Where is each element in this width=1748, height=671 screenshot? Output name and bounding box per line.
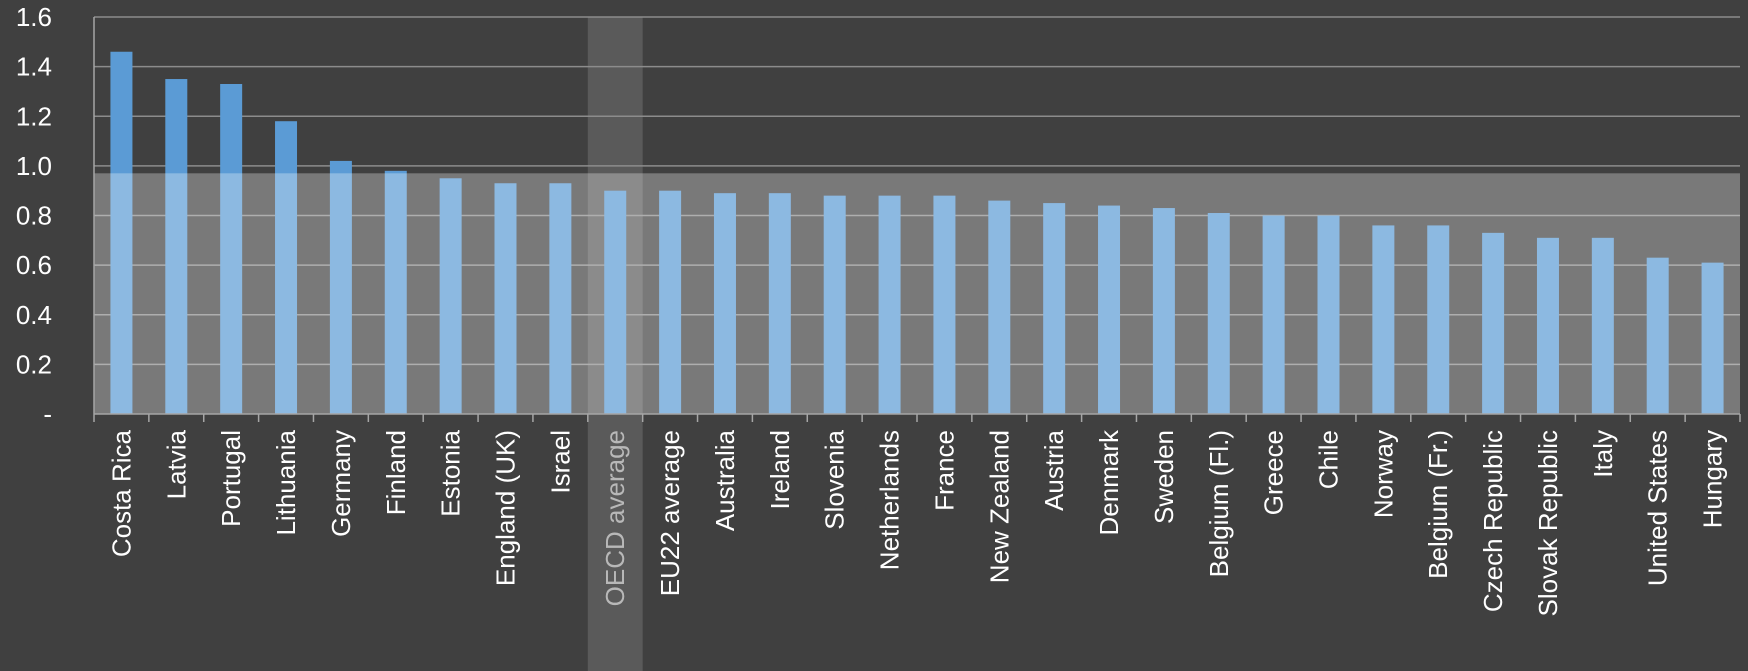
category-labels: Costa Rica Latvia Portugal Lithuania Germany…: [106, 429, 1727, 616]
category-label: England (UK): [491, 430, 521, 586]
category-label: Greece: [1259, 430, 1289, 515]
y-tick-labels: - 0.2 0.4 0.6 0.8 1.0 1.2 1.4 1.6: [16, 2, 52, 429]
bar-australia: [713, 193, 736, 414]
category-label: Austria: [1039, 429, 1069, 510]
category-label: Hungary: [1698, 430, 1728, 528]
category-label: France: [929, 430, 959, 511]
bar-estonia: [439, 178, 462, 414]
y-tick-label: 0.6: [16, 250, 52, 280]
category-label: Sweden: [1149, 430, 1179, 524]
bar-czech-republic: [1482, 232, 1505, 414]
y-tick-label: 0.2: [16, 349, 52, 379]
bar-chile: [1317, 215, 1340, 414]
overlay-band-layer: [94, 173, 1740, 414]
bar-portugal: [220, 83, 243, 415]
category-label: Estonia: [436, 429, 466, 516]
bar-eu22-average: [659, 190, 682, 414]
bar-sweden: [1152, 208, 1175, 414]
y-tick-label: 0.4: [16, 300, 52, 330]
axes: [93, 17, 1741, 422]
bar-slovak-republic: [1536, 237, 1559, 414]
bar-germany: [329, 160, 352, 414]
category-label: Chile: [1314, 430, 1344, 489]
bar-new-zealand: [988, 200, 1011, 414]
bar-denmark: [1098, 205, 1121, 414]
bar-lithuania: [275, 121, 298, 415]
category-label: Israel: [545, 430, 575, 494]
y-tick-label: 0.8: [16, 201, 52, 231]
y-tick-label: 1.2: [16, 101, 52, 131]
y-tick-label: 1.4: [16, 52, 52, 82]
category-label: Australia: [710, 429, 740, 531]
bar-costa-rica: [110, 51, 133, 415]
bar-oecd-average: [604, 190, 627, 414]
bar-italy: [1591, 237, 1614, 414]
bar-ireland: [768, 193, 791, 414]
category-label: Italy: [1588, 430, 1618, 478]
bar-slovenia: [823, 195, 846, 414]
overlay-band: [94, 173, 1740, 414]
bar-israel: [549, 183, 572, 414]
bar-hungary: [1701, 262, 1724, 414]
bar-belgium-fl: [1207, 213, 1230, 414]
gridlines: [94, 16, 1740, 366]
category-label: EU22 average: [655, 430, 685, 596]
category-label: Denmark: [1094, 429, 1124, 535]
category-label: Portugal: [216, 430, 246, 527]
category-label: Netherlands: [875, 430, 905, 570]
bars: [110, 51, 1724, 415]
category-label: Slovenia: [820, 429, 850, 529]
bar-france: [933, 195, 956, 414]
category-label: Costa Rica: [106, 429, 136, 557]
category-label: Czech Republic: [1478, 430, 1508, 612]
bar-united-states: [1646, 257, 1669, 414]
bar-netherlands: [878, 195, 901, 414]
category-label: Norway: [1368, 430, 1398, 518]
y-tick-label: 1.0: [16, 151, 52, 181]
y-tick-label: 1.6: [16, 2, 52, 32]
category-label: Belgium (Fr.): [1423, 430, 1453, 579]
category-label: OECD average: [600, 430, 630, 606]
bar-england-uk: [494, 183, 517, 414]
category-label: Germany: [326, 430, 356, 537]
bar-latvia: [165, 79, 188, 414]
category-label: Slovak Republic: [1533, 430, 1563, 616]
category-label: United States: [1643, 430, 1673, 586]
bar-finland: [384, 170, 407, 414]
bar-austria: [1043, 203, 1066, 414]
category-label: New Zealand: [984, 430, 1014, 583]
category-label: Belgium (Fl.): [1204, 430, 1234, 577]
category-label: Lithuania: [271, 429, 301, 535]
category-label: Finland: [381, 430, 411, 515]
bar-belgium-fr: [1427, 225, 1450, 414]
category-label: Ireland: [765, 430, 795, 510]
bar-greece: [1262, 215, 1285, 414]
bar-norway: [1372, 225, 1395, 414]
category-label: Latvia: [161, 429, 191, 499]
y-tick-label: -: [43, 399, 52, 429]
